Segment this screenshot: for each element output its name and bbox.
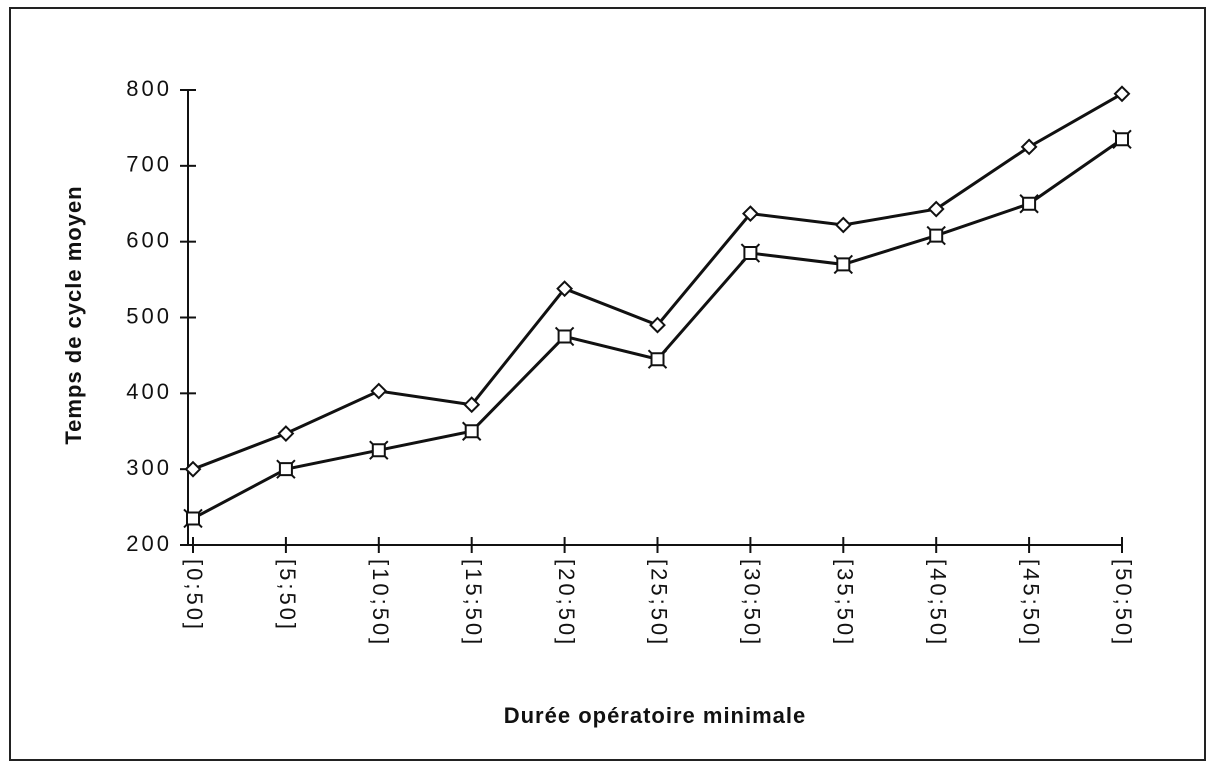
x-tick-label: [40;50] [925, 559, 950, 647]
y-tick-label: 500 [126, 303, 172, 328]
y-tick-label: 700 [126, 152, 172, 177]
chart-frame [9, 7, 1206, 761]
x-tick-label: [5;50] [275, 559, 300, 632]
y-axis-title: Temps de cycle moyen [61, 185, 86, 444]
marker [649, 316, 666, 334]
marker [184, 460, 202, 478]
marker [183, 508, 203, 529]
x-tick-label: [30;50] [740, 559, 765, 647]
x-tick-label: [15;50] [461, 559, 486, 647]
marker [1020, 138, 1038, 156]
series-line [192, 92, 1123, 471]
x-tick-label: [50;50] [1111, 559, 1136, 647]
marker [369, 440, 389, 460]
marker [554, 326, 575, 347]
x-tick-label: [45;50] [1018, 559, 1043, 647]
marker [370, 382, 388, 400]
y-tick-label: 800 [126, 76, 172, 101]
marker [740, 243, 761, 263]
x-tick-label: [10;50] [368, 559, 393, 647]
marker [461, 421, 482, 441]
marker [927, 200, 945, 218]
marker [556, 280, 574, 298]
x-tick-label: [20;50] [554, 559, 579, 647]
y-tick-label: 300 [126, 455, 172, 480]
marker [833, 254, 854, 275]
y-tick-label: 400 [126, 379, 172, 404]
marker [741, 205, 759, 223]
x-axis-title: Durée opératoire minimale [504, 703, 807, 728]
marker [277, 425, 295, 442]
x-tick-label: [0;50] [182, 559, 207, 632]
marker [1113, 85, 1131, 103]
y-tick-label: 600 [126, 227, 172, 252]
marker [276, 459, 296, 479]
marker [834, 216, 852, 234]
marker [647, 349, 668, 369]
marker [463, 396, 481, 414]
marker [926, 225, 946, 246]
marker [1112, 129, 1132, 149]
marker [1019, 194, 1039, 214]
y-tick-label: 200 [126, 531, 172, 556]
x-tick-label: [25;50] [647, 559, 672, 647]
x-tick-label: [35;50] [832, 559, 857, 647]
